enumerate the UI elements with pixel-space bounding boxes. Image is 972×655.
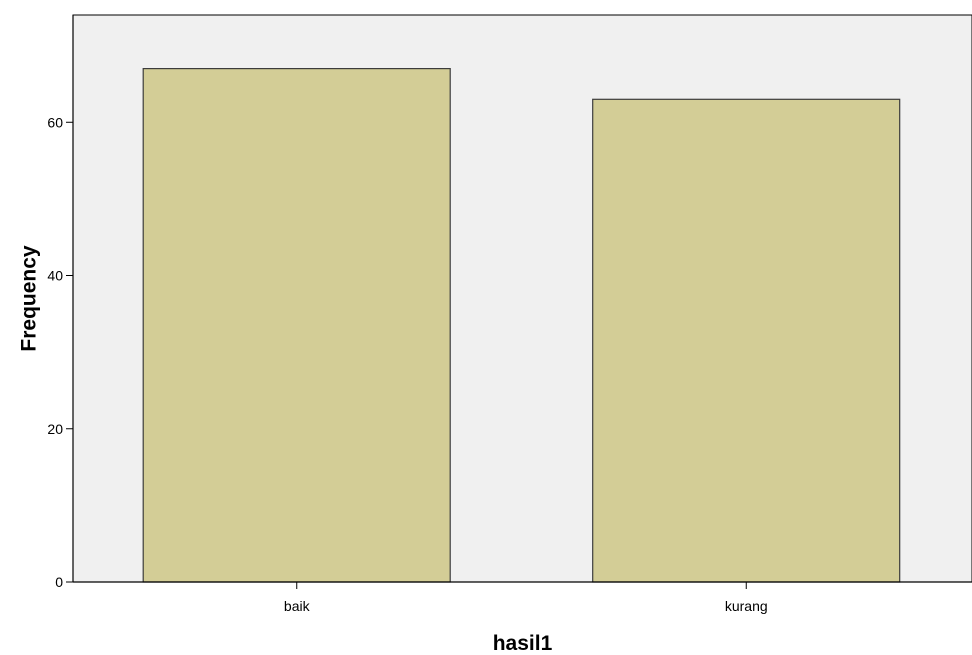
x-axis-title: hasil1	[493, 632, 553, 655]
y-axis: 0 20 40 60	[47, 15, 74, 590]
x-tick-label-kurang: kurang	[725, 598, 768, 614]
bar-kurang	[592, 98, 901, 583]
x-axis: baik kurang	[73, 581, 972, 614]
y-tick-label-60: 60	[47, 114, 63, 130]
y-tick-label-0: 0	[55, 574, 63, 590]
y-axis-title: Frequency	[17, 245, 40, 352]
y-tick-label-20: 20	[47, 421, 63, 437]
bar-baik	[142, 67, 451, 583]
x-tick-label-baik: baik	[284, 598, 311, 614]
y-tick-label-40: 40	[47, 268, 63, 284]
